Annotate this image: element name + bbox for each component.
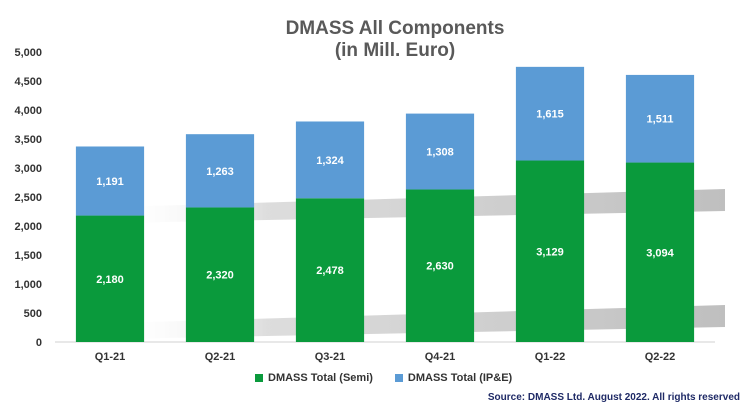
y-tick-label: 5,000 xyxy=(14,47,42,59)
legend-label-ipe: DMASS Total (IP&E) xyxy=(407,372,513,384)
chart-legend: DMASS Total (Semi) DMASS Total (IP&E) xyxy=(255,372,512,384)
data-label-semi: 3,094 xyxy=(646,247,674,259)
data-label-ipe: 1,263 xyxy=(206,166,234,178)
data-label-ipe: 1,308 xyxy=(426,147,454,159)
bar-ipe xyxy=(405,113,475,190)
data-label-semi: 3,129 xyxy=(536,246,564,258)
chart-subtitle: (in Mill. Euro) xyxy=(334,40,456,61)
x-tick-label: Q1-22 xyxy=(535,351,566,363)
x-tick-label: Q1-21 xyxy=(95,351,126,363)
y-tick-label: 500 xyxy=(24,308,42,320)
y-tick-label: 0 xyxy=(36,337,42,349)
data-label-semi: 2,630 xyxy=(426,261,454,273)
data-label-semi: 2,478 xyxy=(316,265,344,277)
y-tick-label: 4,000 xyxy=(14,105,42,117)
data-label-ipe: 1,324 xyxy=(316,155,344,167)
data-label-ipe: 1,511 xyxy=(647,114,674,126)
y-tick-label: 3,500 xyxy=(14,134,42,146)
y-tick-label: 2,500 xyxy=(14,192,42,204)
bar-ipe xyxy=(295,121,365,199)
bar-ipe xyxy=(75,146,145,216)
y-tick-label: 3,000 xyxy=(14,163,42,175)
x-tick-label: Q2-22 xyxy=(645,351,676,363)
x-tick-label: Q2-21 xyxy=(205,351,236,363)
legend-swatch-semi xyxy=(255,374,263,382)
bar-semi xyxy=(625,162,695,342)
bar-semi xyxy=(515,160,585,342)
bar-semi xyxy=(295,198,365,342)
y-tick-label: 4,500 xyxy=(14,76,42,88)
bar-semi xyxy=(75,215,145,342)
bar-ipe xyxy=(625,74,695,163)
x-tick-label: Q3-21 xyxy=(315,351,346,363)
y-tick-label: 1,000 xyxy=(14,279,42,291)
legend-swatch-ipe xyxy=(394,374,403,382)
legend-item-ipe: DMASS Total (IP&E) xyxy=(394,372,513,384)
legend-label-semi: DMASS Total (Semi) xyxy=(268,372,373,384)
source-note: Source: DMASS Ltd. August 2022. All righ… xyxy=(487,392,740,403)
data-label-semi: 2,180 xyxy=(96,274,124,286)
data-label-semi: 2,320 xyxy=(206,270,234,282)
bar-semi xyxy=(405,189,475,342)
y-tick-label: 2,000 xyxy=(14,221,42,233)
chart-title: DMASS All Components xyxy=(285,18,505,39)
data-label-ipe: 1,615 xyxy=(536,109,564,121)
y-tick-label: 1,500 xyxy=(14,250,42,262)
bar-ipe xyxy=(185,134,255,208)
x-tick-label: Q4-21 xyxy=(425,351,456,363)
legend-item-semi: DMASS Total (Semi) xyxy=(255,372,373,384)
bar-ipe xyxy=(515,66,585,161)
data-label-ipe: 1,191 xyxy=(96,176,124,188)
bar-semi xyxy=(185,207,255,342)
